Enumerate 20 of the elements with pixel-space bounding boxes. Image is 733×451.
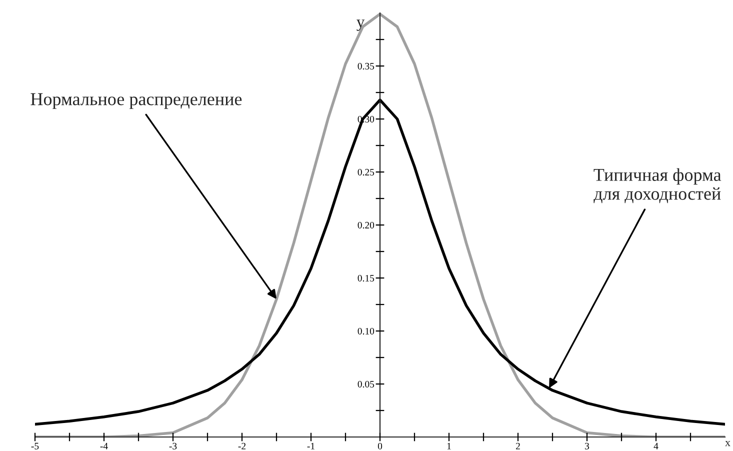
y-tick-label: 0.25 [358,168,374,176]
x-axis-title: x [725,441,730,446]
x-tick-label: 1 [447,442,451,450]
y-tick-label: 0.05 [358,380,374,388]
y-tick-label: 0.15 [358,274,374,282]
y-tick-label: 0.35 [358,62,374,70]
x-tick-label: -1 [307,442,314,450]
y-tick-label: 0.10 [358,328,374,335]
annotation: Типичная форма для доходностей [594,168,722,204]
x-tick-label: -2 [238,442,246,450]
x-tick-label: -5 [31,442,39,450]
y-axis-title: y [356,20,365,31]
x-tick-label: -4 [100,442,108,450]
x-tick-label: 2 [516,442,520,450]
x-tick-label: 4 [654,442,658,450]
annotation: Нормальное распределение [30,93,242,109]
x-tick-label: -3 [169,442,177,450]
x-tick-label: 0 [378,442,382,450]
x-tick-label: 3 [585,442,590,450]
y-tick-label: 0.20 [358,222,374,229]
